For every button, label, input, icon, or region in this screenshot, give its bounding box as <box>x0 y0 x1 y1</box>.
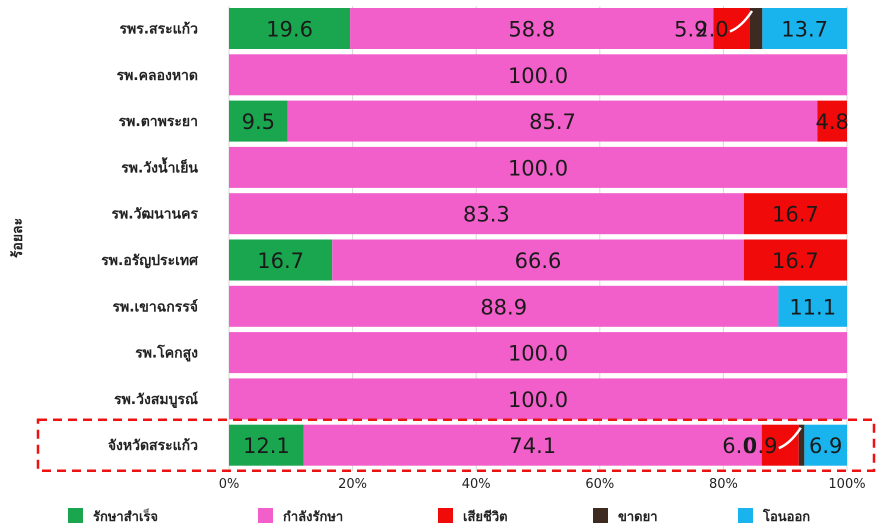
chart-x-tick-labels: 0% 20% 40% 60% 80% 100% <box>219 477 866 492</box>
bar-รักษาสำเร็จ <box>229 239 333 281</box>
value-label: 0.9 <box>744 434 777 458</box>
legend-swatch <box>738 508 753 523</box>
category-label: รพ.วังน้ำเย็น <box>121 156 198 176</box>
chart-legend: รักษาสำเร็จ กำลังรักษา เสียชีวิต ขาดยา โอนออ… <box>68 507 810 525</box>
value-label: 100.0 <box>508 388 568 412</box>
y-axis-title: ร้อยละ <box>10 218 26 258</box>
bar-กำลังรักษา <box>229 193 744 235</box>
value-label: 88.9 <box>480 295 527 319</box>
legend-item-โอนออก: โอนออก <box>738 508 810 525</box>
bar-กำลังรักษา <box>229 378 847 420</box>
bar-รักษาสำเร็จ <box>229 100 288 142</box>
category-label: รพ.โคกสูง <box>135 344 198 362</box>
legend-item-รักษาสำเร็จ: รักษาสำเร็จ <box>68 507 158 525</box>
chart-value-labels: 19.6 58.8 5.92.0 13.7 100.0 9.5 85.7 4.8 100.0 83… <box>242 18 849 459</box>
category-label: จังหวัดสระแก้ว <box>108 438 198 454</box>
x-tick-label: 100% <box>828 477 865 492</box>
bar-กำลังรักษา <box>229 54 847 96</box>
legend-label: เสียชีวิต <box>463 509 508 525</box>
x-tick-label: 60% <box>585 477 614 492</box>
value-label: 66.6 <box>515 249 562 273</box>
bar-เสียชีวิต <box>743 193 847 235</box>
bar-กำลังรักษา <box>229 332 847 374</box>
chart-category-labels: รพร.สระแก้วรพ.คลองหาดรพ.ตาพระยารพ.วังน้ำ… <box>101 22 199 455</box>
category-label: รพ.ตาพระยา <box>119 114 198 130</box>
legend-item-ขาดยา: ขาดยา <box>593 508 658 525</box>
legend-item-เสียชีวิต: เสียชีวิต <box>438 508 508 525</box>
value-label: 74.1 <box>509 434 556 458</box>
value-label: 5.9 <box>674 18 707 42</box>
value-label: 16.7 <box>257 249 304 273</box>
chart-callouts <box>729 10 802 450</box>
bar-กำลังรักษา <box>229 146 847 188</box>
legend-item-กำลังรักษา: กำลังรักษา <box>258 508 343 525</box>
value-label: 100.0 <box>508 342 568 366</box>
value-label: 2.0 <box>695 18 728 42</box>
bar-โอนออก <box>762 8 847 49</box>
x-tick-label: 80% <box>709 477 738 492</box>
callout-line <box>778 427 802 450</box>
value-label: 12.1 <box>243 434 290 458</box>
value-label: 16.7 <box>772 249 819 273</box>
legend-label: ขาดยา <box>618 510 658 525</box>
bar-เสียชีวิต <box>743 239 847 281</box>
value-label: 4.8 <box>815 110 848 134</box>
value-label: 16.7 <box>772 203 819 227</box>
legend-swatch <box>68 508 83 523</box>
category-label: รพ.เขาฉกรรจ์ <box>112 298 198 315</box>
value-label: 83.3 <box>463 203 510 227</box>
category-label: รพ.อรัญประเทศ <box>101 253 199 269</box>
bar-โอนออก <box>778 285 847 327</box>
value-label: 9.5 <box>242 110 275 134</box>
bar-รักษาสำเร็จ <box>229 8 351 49</box>
legend-swatch <box>438 508 453 523</box>
bar-กำลังรักษา <box>350 8 714 49</box>
bar-โอนออก <box>804 424 847 466</box>
chart-bars <box>229 8 847 466</box>
value-label: 6.0 <box>722 434 755 458</box>
x-tick-label: 20% <box>338 477 367 492</box>
bar-กำลังรักษา <box>303 424 762 466</box>
value-label: 100.0 <box>508 64 568 88</box>
value-label: 85.7 <box>529 110 576 134</box>
bar-รักษาสำเร็จ <box>229 424 304 466</box>
category-label: รพ.วัฒนานคร <box>112 207 199 223</box>
bar-ขาดยา <box>749 8 763 49</box>
x-tick-label: 0% <box>219 477 240 492</box>
value-label: 11.1 <box>789 295 836 319</box>
value-label: 6.9 <box>809 434 842 458</box>
value-label: 19.6 <box>266 18 313 42</box>
value-label: 100.0 <box>508 156 568 180</box>
value-label: 58.8 <box>508 18 555 42</box>
category-label: รพ.คลองหาด <box>117 68 198 84</box>
legend-label: รักษาสำเร็จ <box>93 507 158 525</box>
legend-label: โอนออก <box>762 508 810 525</box>
bar-เสียชีวิต <box>761 424 799 466</box>
bar-เสียชีวิต <box>713 8 750 49</box>
legend-label: กำลังรักษา <box>283 509 343 525</box>
callout-line <box>729 10 754 33</box>
bar-เสียชีวิต <box>817 100 847 142</box>
category-label: รพร.สระแก้ว <box>119 22 198 38</box>
value-label: 13.7 <box>781 18 828 42</box>
category-label: รพ.วังสมบูรณ์ <box>114 391 198 408</box>
legend-swatch <box>258 508 273 523</box>
bar-ขาดยา <box>798 424 805 466</box>
x-tick-label: 40% <box>462 477 491 492</box>
bar-กำลังรักษา <box>332 239 744 281</box>
highlight-box <box>36 418 876 472</box>
bar-กำลังรักษา <box>229 285 779 327</box>
legend-swatch <box>593 508 608 523</box>
bar-กำลังรักษา <box>287 100 818 142</box>
